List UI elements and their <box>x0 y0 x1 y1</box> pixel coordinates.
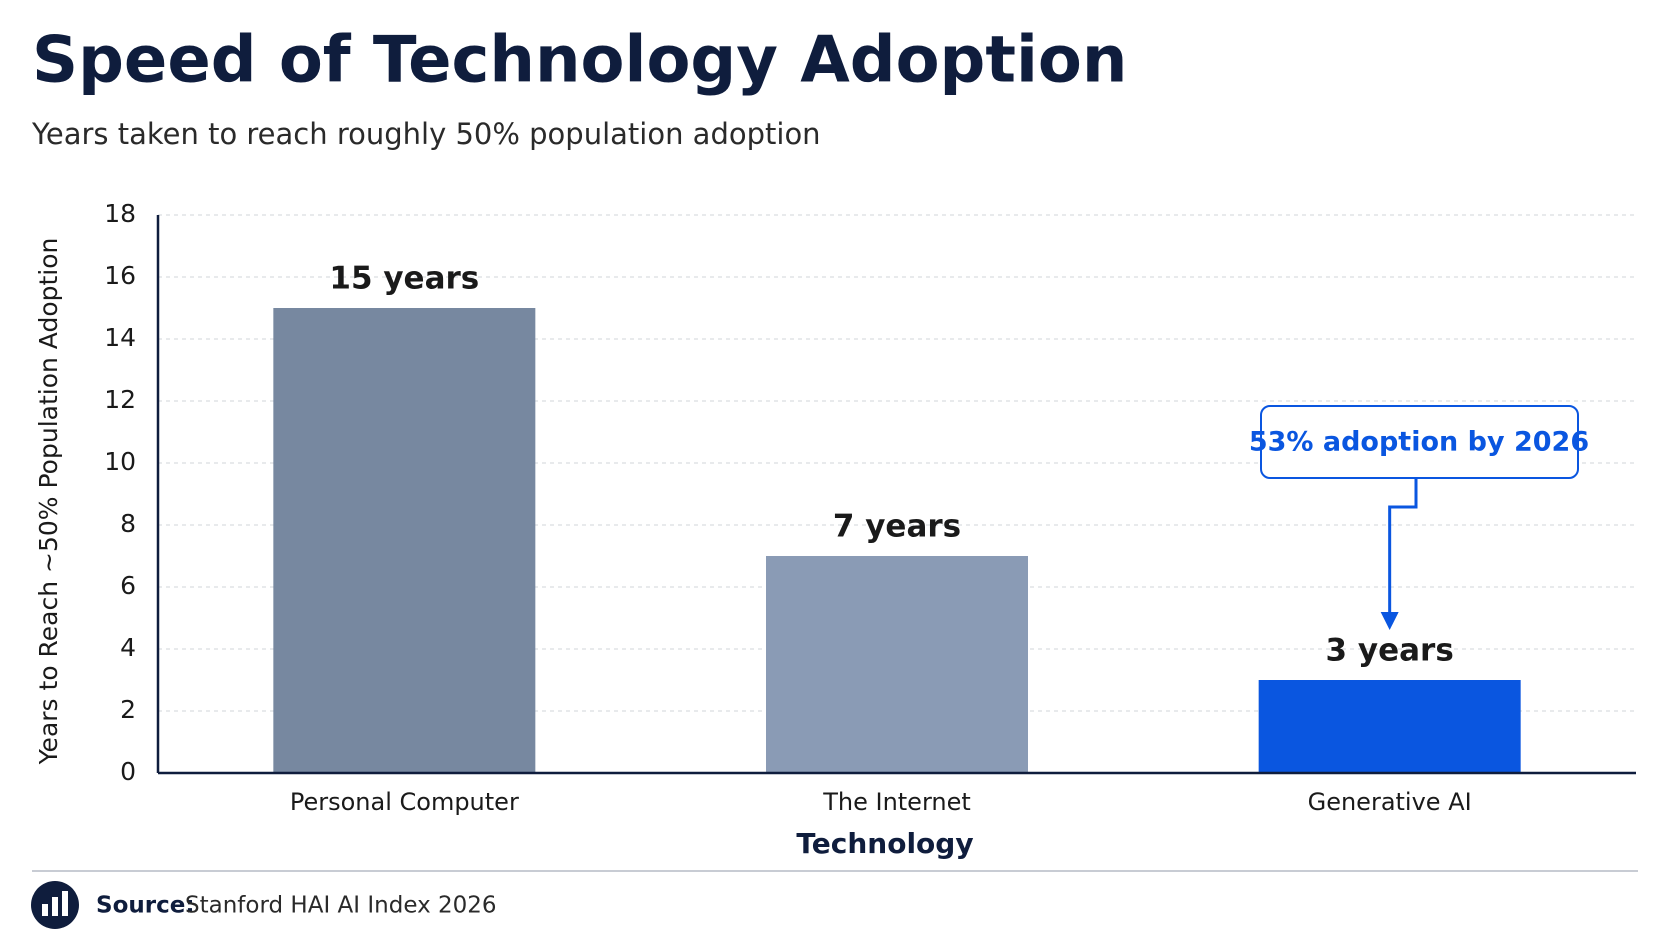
y-tick-label: 10 <box>104 447 136 476</box>
y-tick-label: 2 <box>120 695 136 724</box>
x-tick-label: The Internet <box>822 788 971 816</box>
chart-title: Speed of Technology Adoption <box>32 24 1127 98</box>
bar <box>766 556 1028 773</box>
y-tick-label: 8 <box>120 509 136 538</box>
x-tick-label: Personal Computer <box>290 788 519 816</box>
x-axis-label: Technology <box>796 827 973 860</box>
data-label: 3 years <box>1326 633 1454 669</box>
y-tick-label: 12 <box>104 385 136 414</box>
source-label: Source: <box>96 893 195 919</box>
source-icon <box>31 881 79 929</box>
y-tick-label: 4 <box>120 633 136 662</box>
bar <box>273 308 536 773</box>
y-tick-label: 18 <box>104 199 136 228</box>
x-tick-label: Generative AI <box>1308 788 1472 816</box>
y-tick-label: 0 <box>120 757 136 786</box>
chart-subtitle: Years taken to reach roughly 50% populat… <box>31 117 821 151</box>
source-text: Stanford HAI AI Index 2026 <box>185 893 497 919</box>
annotation-text: 53% adoption by 2026 <box>1249 427 1589 458</box>
data-label: 7 years <box>833 509 961 545</box>
y-tick-label: 14 <box>104 323 136 352</box>
data-label: 15 years <box>329 261 479 297</box>
annotation-arrowhead <box>1380 612 1399 630</box>
y-tick-label: 16 <box>104 261 136 290</box>
annotation-connector <box>1388 478 1418 614</box>
y-tick-label: 6 <box>120 571 136 600</box>
bar <box>1258 680 1521 773</box>
y-axis-label: Years to Reach ~50% Population Adoption <box>34 238 63 766</box>
annotation-box <box>1260 405 1579 479</box>
